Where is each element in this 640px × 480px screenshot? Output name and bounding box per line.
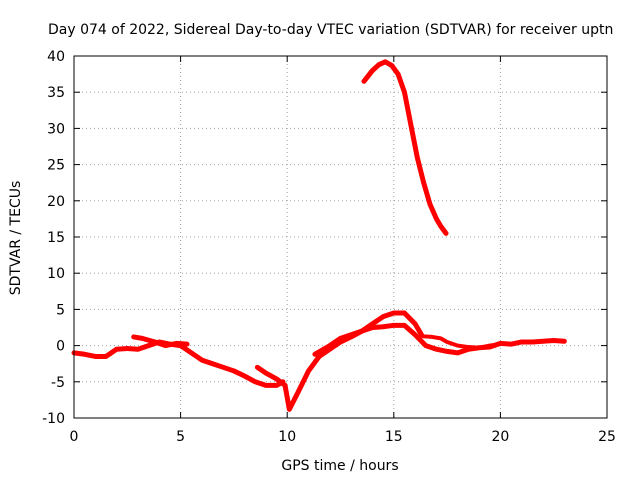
x-tick-label: 10 (278, 429, 296, 445)
y-tick-label: 25 (47, 158, 65, 174)
chart-title: Day 074 of 2022, Sidereal Day-to-day VTE… (48, 22, 613, 38)
y-tick-label: -10 (42, 411, 65, 427)
y-tick-label: 5 (56, 302, 65, 318)
series-line-track-d (312, 322, 567, 357)
y-tick-label: 15 (47, 230, 65, 246)
series-line-track-f (361, 59, 449, 236)
plot-frame (73, 55, 608, 419)
x-tick-label: 25 (598, 429, 616, 445)
x-tick-label: 20 (491, 429, 509, 445)
series-line-track-e (419, 334, 503, 350)
grid (74, 56, 607, 418)
series-line-track-c (254, 310, 425, 412)
series-line-track-a (71, 339, 286, 388)
y-tick-label: 30 (47, 121, 65, 137)
series-line-track-b (131, 334, 190, 349)
x-axis-label: GPS time / hours (281, 458, 398, 474)
series-group (71, 59, 567, 412)
axes: 0 5 10 15 20 25 -10 -5 0 5 10 15 20 25 30 35 40 (42, 49, 616, 445)
y-tick-label: 10 (47, 266, 65, 282)
y-tick-label: -5 (51, 375, 65, 391)
x-tick-label: 15 (385, 429, 403, 445)
y-tick-label: 20 (47, 194, 65, 210)
y-tick-label: 35 (47, 85, 65, 101)
y-tick-label: 0 (56, 339, 65, 355)
y-axis-label: SDTVAR / TECUs (8, 181, 24, 296)
y-tick-label: 40 (47, 49, 65, 65)
x-tick-label: 0 (70, 429, 79, 445)
x-tick-label: 5 (176, 429, 185, 445)
